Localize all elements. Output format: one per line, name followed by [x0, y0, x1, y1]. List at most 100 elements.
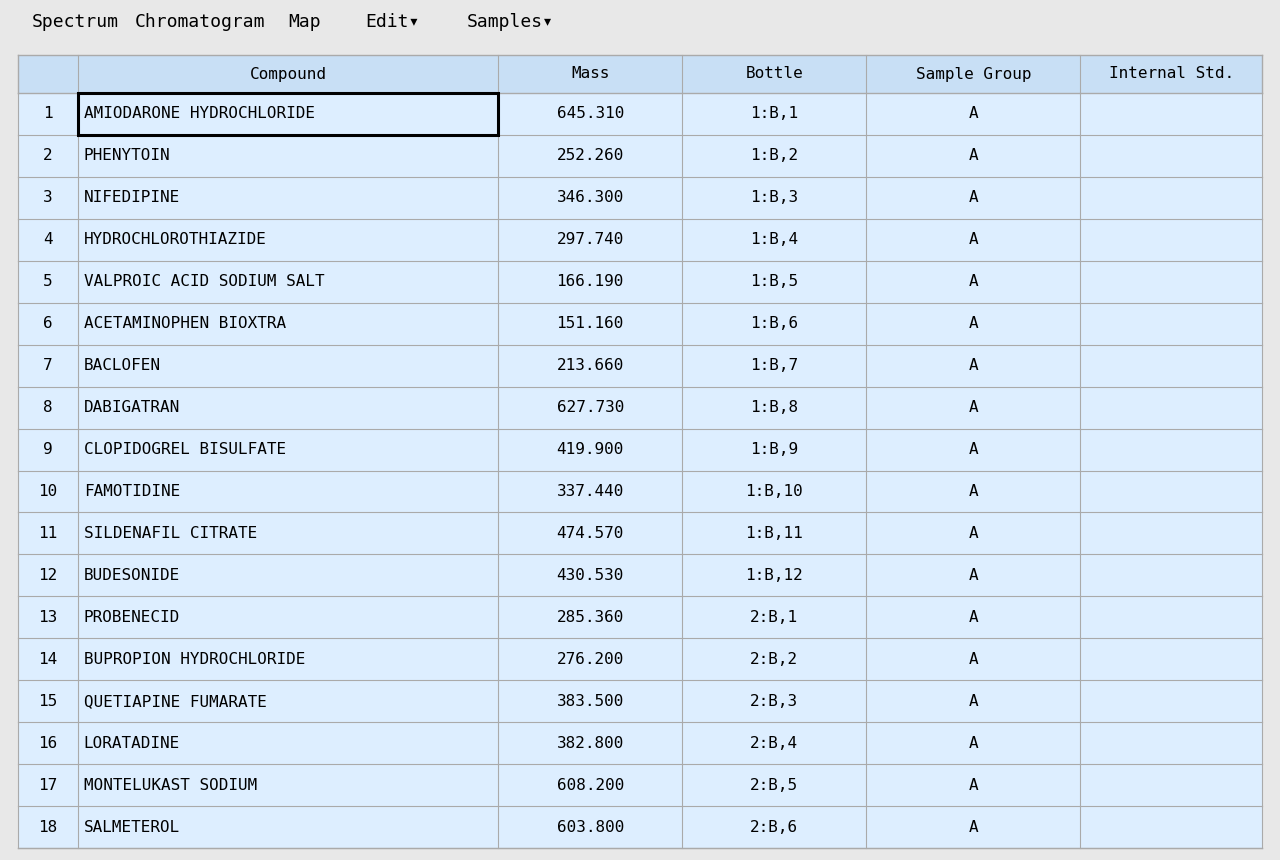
- Text: PHENYTOIN: PHENYTOIN: [83, 149, 170, 163]
- Text: A: A: [969, 232, 978, 248]
- Bar: [18, 765, 1262, 806]
- Text: 1:B,4: 1:B,4: [750, 232, 799, 248]
- Text: VALPROIC ACID SODIUM SALT: VALPROIC ACID SODIUM SALT: [83, 274, 324, 289]
- Text: 474.570: 474.570: [557, 526, 623, 541]
- Text: 12: 12: [38, 568, 58, 583]
- Text: 346.300: 346.300: [557, 190, 623, 206]
- Text: A: A: [969, 149, 978, 163]
- Text: 2:B,6: 2:B,6: [750, 820, 799, 834]
- Text: 2: 2: [44, 149, 52, 163]
- Bar: [18, 428, 1262, 470]
- Text: 14: 14: [38, 652, 58, 666]
- Bar: [18, 387, 1262, 428]
- Text: 9: 9: [44, 442, 52, 457]
- Text: 3: 3: [44, 190, 52, 206]
- Text: Sample Group: Sample Group: [915, 66, 1032, 82]
- Text: 18: 18: [38, 820, 58, 834]
- Text: 603.800: 603.800: [557, 820, 623, 834]
- Text: A: A: [969, 777, 978, 793]
- Text: AMIODARONE HYDROCHLORIDE: AMIODARONE HYDROCHLORIDE: [83, 107, 315, 121]
- Text: 1:B,6: 1:B,6: [750, 316, 799, 331]
- Text: 2:B,2: 2:B,2: [750, 652, 799, 666]
- Text: A: A: [969, 442, 978, 457]
- Text: BUPROPION HYDROCHLORIDE: BUPROPION HYDROCHLORIDE: [83, 652, 305, 666]
- Bar: [18, 345, 1262, 387]
- Text: 2:B,4: 2:B,4: [750, 735, 799, 751]
- Text: 383.500: 383.500: [557, 694, 623, 709]
- Text: 7: 7: [44, 358, 52, 373]
- Bar: [18, 55, 1262, 93]
- Text: 1:B,9: 1:B,9: [750, 442, 799, 457]
- Text: 13: 13: [38, 610, 58, 625]
- Text: 297.740: 297.740: [557, 232, 623, 248]
- Bar: [18, 261, 1262, 303]
- Text: 1:B,11: 1:B,11: [745, 526, 804, 541]
- Text: Chromatogram: Chromatogram: [134, 13, 265, 31]
- Text: 1:B,2: 1:B,2: [750, 149, 799, 163]
- Text: 15: 15: [38, 694, 58, 709]
- Text: SILDENAFIL CITRATE: SILDENAFIL CITRATE: [83, 526, 257, 541]
- Text: Samples▾: Samples▾: [467, 13, 554, 31]
- Text: Compound: Compound: [250, 66, 326, 82]
- Text: A: A: [969, 400, 978, 415]
- Text: 2:B,1: 2:B,1: [750, 610, 799, 625]
- Text: 285.360: 285.360: [557, 610, 623, 625]
- Text: 1:B,7: 1:B,7: [750, 358, 799, 373]
- Text: QUETIAPINE FUMARATE: QUETIAPINE FUMARATE: [83, 694, 266, 709]
- Text: 382.800: 382.800: [557, 735, 623, 751]
- Text: 151.160: 151.160: [557, 316, 623, 331]
- Text: A: A: [969, 316, 978, 331]
- Text: A: A: [969, 820, 978, 834]
- Text: SALMETEROL: SALMETEROL: [83, 820, 180, 834]
- Text: 627.730: 627.730: [557, 400, 623, 415]
- Bar: [18, 638, 1262, 680]
- Text: 2:B,3: 2:B,3: [750, 694, 799, 709]
- Text: 1:B,5: 1:B,5: [750, 274, 799, 289]
- Text: A: A: [969, 735, 978, 751]
- Text: A: A: [969, 107, 978, 121]
- Text: A: A: [969, 484, 978, 499]
- Bar: [18, 596, 1262, 638]
- Text: 213.660: 213.660: [557, 358, 623, 373]
- Text: 608.200: 608.200: [557, 777, 623, 793]
- Text: Spectrum: Spectrum: [32, 13, 119, 31]
- Text: 419.900: 419.900: [557, 442, 623, 457]
- Text: HYDROCHLOROTHIAZIDE: HYDROCHLOROTHIAZIDE: [83, 232, 266, 248]
- Bar: [18, 722, 1262, 765]
- Text: MONTELUKAST SODIUM: MONTELUKAST SODIUM: [83, 777, 257, 793]
- Text: Edit▾: Edit▾: [365, 13, 419, 31]
- Bar: [18, 93, 1262, 135]
- Bar: [18, 680, 1262, 722]
- Text: A: A: [969, 694, 978, 709]
- Text: DABIGATRAN: DABIGATRAN: [83, 400, 180, 415]
- Bar: [18, 303, 1262, 345]
- Text: A: A: [969, 190, 978, 206]
- Bar: [78, 93, 498, 135]
- Text: 337.440: 337.440: [557, 484, 623, 499]
- Text: 1:B,12: 1:B,12: [745, 568, 804, 583]
- Text: A: A: [969, 526, 978, 541]
- Text: Map: Map: [288, 13, 320, 31]
- Text: ACETAMINOPHEN BIOXTRA: ACETAMINOPHEN BIOXTRA: [83, 316, 285, 331]
- Text: 1: 1: [44, 107, 52, 121]
- Text: NIFEDIPINE: NIFEDIPINE: [83, 190, 180, 206]
- Text: 5: 5: [44, 274, 52, 289]
- Text: BACLOFEN: BACLOFEN: [83, 358, 161, 373]
- Text: 17: 17: [38, 777, 58, 793]
- Text: A: A: [969, 652, 978, 666]
- Bar: [18, 555, 1262, 596]
- Text: Mass: Mass: [571, 66, 609, 82]
- Text: 1:B,1: 1:B,1: [750, 107, 799, 121]
- Text: 11: 11: [38, 526, 58, 541]
- Text: LORATADINE: LORATADINE: [83, 735, 180, 751]
- Bar: [18, 806, 1262, 848]
- Text: FAMOTIDINE: FAMOTIDINE: [83, 484, 180, 499]
- Text: 1:B,8: 1:B,8: [750, 400, 799, 415]
- Text: 2:B,5: 2:B,5: [750, 777, 799, 793]
- Text: 430.530: 430.530: [557, 568, 623, 583]
- Bar: [18, 177, 1262, 218]
- Text: A: A: [969, 610, 978, 625]
- Bar: [18, 218, 1262, 261]
- Text: 16: 16: [38, 735, 58, 751]
- Text: 166.190: 166.190: [557, 274, 623, 289]
